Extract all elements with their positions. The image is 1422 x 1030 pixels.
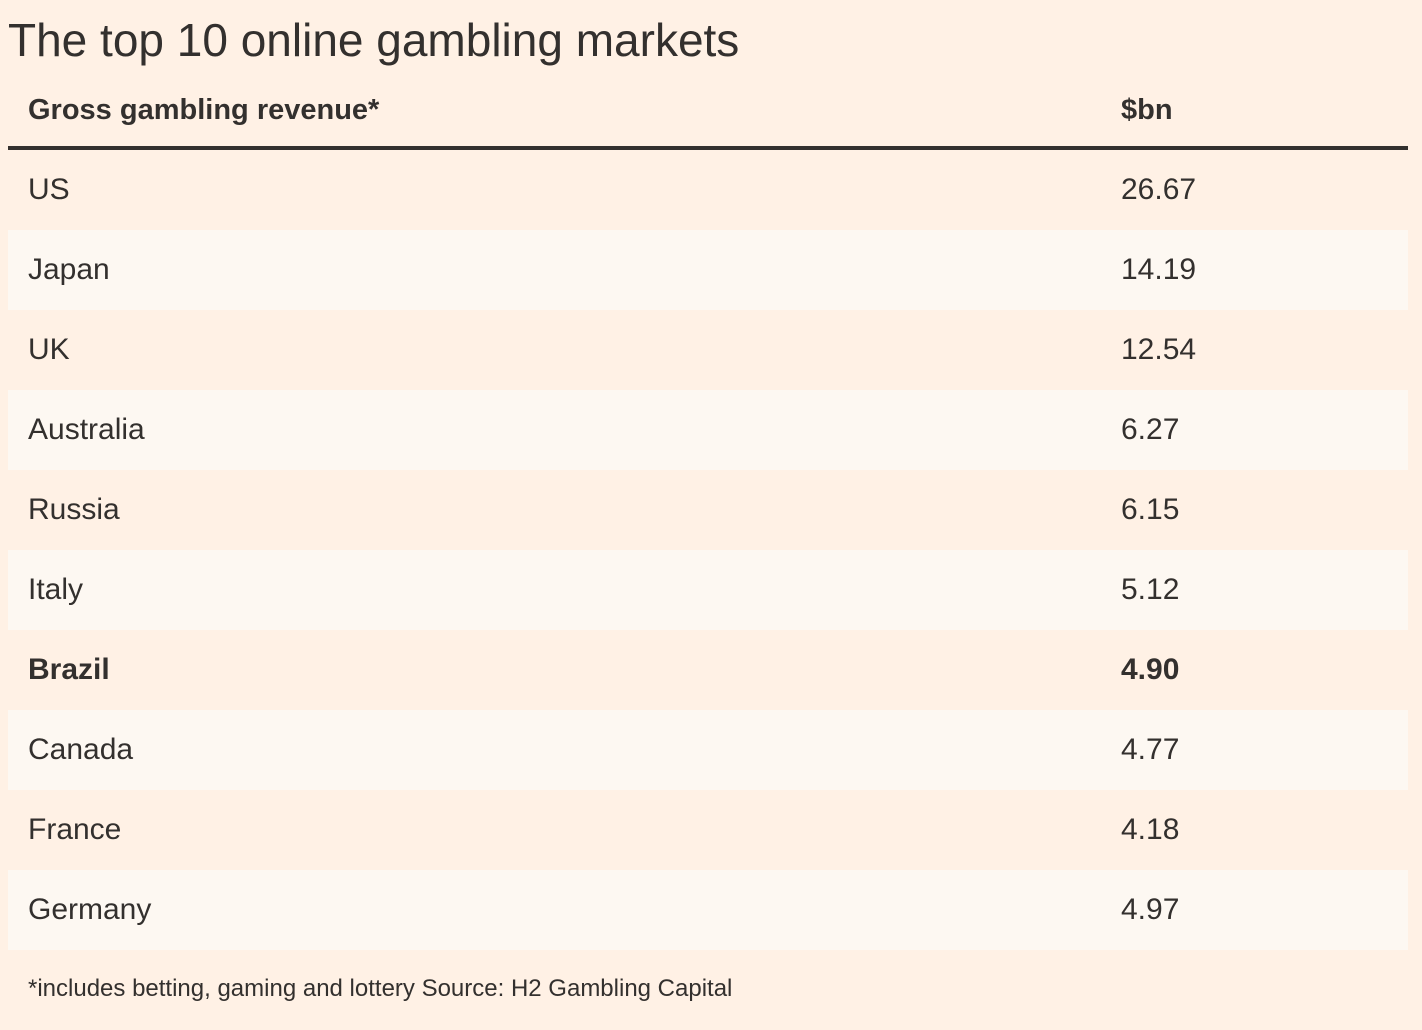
- row-revenue-value: 26.67: [1121, 173, 1197, 206]
- table-row: UK 12.54: [8, 310, 1408, 390]
- table-header: Gross gambling revenue* $bn: [8, 72, 1408, 150]
- table-row: Germany 4.97: [8, 870, 1408, 950]
- row-country-label: Australia: [28, 413, 145, 446]
- table-row: France 4.18: [8, 790, 1408, 870]
- row-country-label: US: [28, 173, 70, 206]
- row-revenue-value: 12.54: [1121, 333, 1197, 366]
- table-row: Australia 6.27: [8, 390, 1408, 470]
- row-country-label: Brazil: [28, 653, 110, 686]
- row-country-label: France: [28, 813, 122, 846]
- row-revenue-value: 4.18: [1121, 813, 1180, 846]
- table-row: Canada 4.77: [8, 710, 1408, 790]
- table-row: Italy 5.12: [8, 550, 1408, 630]
- data-table: Gross gambling revenue* $bn US 26.67 Japan…: [8, 72, 1408, 950]
- row-country-label: Japan: [28, 253, 110, 286]
- table-row: Japan 14.19: [8, 230, 1408, 310]
- row-country-label: Canada: [28, 733, 134, 766]
- row-country-label: Germany: [28, 893, 152, 926]
- row-revenue-value: 6.27: [1121, 413, 1180, 446]
- row-revenue-value: 6.15: [1121, 493, 1180, 526]
- table-body: US 26.67 Japan 14.19 UK 12.54 Australia 6.27 Rus…: [8, 150, 1408, 950]
- column-header-label: Gross gambling revenue*: [28, 94, 380, 126]
- column-header-value: $bn: [1121, 94, 1173, 126]
- row-revenue-value: 4.77: [1121, 733, 1180, 766]
- row-country-label: UK: [28, 333, 70, 366]
- row-country-label: Russia: [28, 493, 120, 526]
- row-revenue-value: 4.97: [1121, 893, 1180, 926]
- row-revenue-value: 4.90: [1121, 653, 1180, 686]
- row-revenue-value: 14.19: [1121, 253, 1197, 286]
- row-country-label: Italy: [28, 573, 84, 606]
- row-revenue-value: 5.12: [1121, 573, 1180, 606]
- table-row: Brazil 4.90: [8, 630, 1408, 710]
- footnote: *includes betting, gaming and lottery So…: [28, 975, 733, 1002]
- table-row: Russia 6.15: [8, 470, 1408, 550]
- table-row: US 26.67: [8, 150, 1408, 230]
- chart-title: The top 10 online gambling markets: [8, 14, 740, 66]
